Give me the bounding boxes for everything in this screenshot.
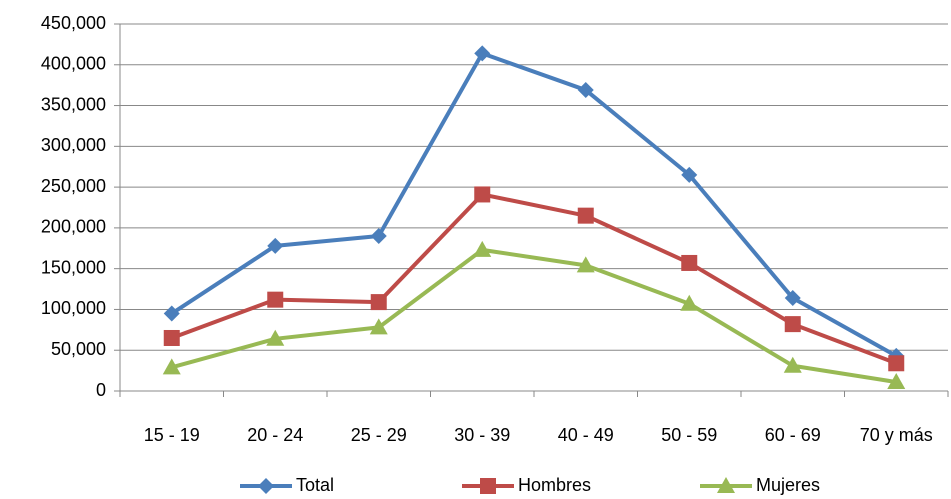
x-tick-label: 15 - 19 bbox=[144, 425, 200, 445]
series-line bbox=[171, 192, 897, 366]
data-point bbox=[267, 237, 284, 254]
y-tick-label: 400,000 bbox=[41, 54, 106, 74]
data-point bbox=[473, 240, 492, 257]
data-point bbox=[681, 254, 698, 271]
data-point bbox=[681, 166, 698, 183]
data-point bbox=[888, 355, 905, 372]
y-tick-label: 450,000 bbox=[41, 13, 106, 33]
legend-label: Hombres bbox=[518, 475, 591, 495]
data-point bbox=[680, 294, 699, 311]
series-line bbox=[171, 247, 897, 385]
y-tick-label: 150,000 bbox=[41, 257, 106, 277]
data-point bbox=[370, 228, 387, 245]
data-point bbox=[783, 356, 802, 373]
data-point bbox=[163, 329, 180, 346]
data-point bbox=[369, 318, 388, 335]
data-point bbox=[784, 316, 801, 333]
data-point bbox=[162, 358, 181, 375]
data-point bbox=[370, 294, 387, 311]
y-tick-label: 250,000 bbox=[41, 176, 106, 196]
data-point bbox=[576, 256, 595, 273]
x-tick-label: 30 - 39 bbox=[454, 425, 510, 445]
y-tick-label: 50,000 bbox=[51, 339, 106, 359]
data-point bbox=[577, 207, 594, 224]
legend-label: Total bbox=[296, 475, 334, 495]
legend-marker bbox=[258, 478, 274, 494]
series-line bbox=[170, 51, 898, 358]
x-tick-label: 60 - 69 bbox=[765, 425, 821, 445]
y-tick-label: 0 bbox=[96, 380, 106, 400]
x-tick-label: 25 - 29 bbox=[351, 425, 407, 445]
x-tick-label: 40 - 49 bbox=[558, 425, 614, 445]
x-tick-label: 70 y más bbox=[860, 425, 933, 445]
y-tick-label: 300,000 bbox=[41, 135, 106, 155]
legend-label: Mujeres bbox=[756, 475, 820, 495]
data-point bbox=[577, 82, 594, 99]
legend-marker bbox=[717, 477, 735, 493]
data-point bbox=[784, 290, 801, 307]
data-point bbox=[267, 291, 284, 308]
x-tick-label: 20 - 24 bbox=[247, 425, 303, 445]
y-tick-label: 100,000 bbox=[41, 298, 106, 318]
data-point bbox=[474, 186, 491, 203]
x-tick-label: 50 - 59 bbox=[661, 425, 717, 445]
y-tick-label: 350,000 bbox=[41, 94, 106, 114]
legend-marker bbox=[480, 478, 496, 494]
data-point bbox=[266, 329, 285, 346]
data-point bbox=[474, 45, 491, 62]
y-tick-label: 200,000 bbox=[41, 217, 106, 237]
data-point bbox=[163, 305, 180, 322]
data-point bbox=[887, 373, 906, 390]
